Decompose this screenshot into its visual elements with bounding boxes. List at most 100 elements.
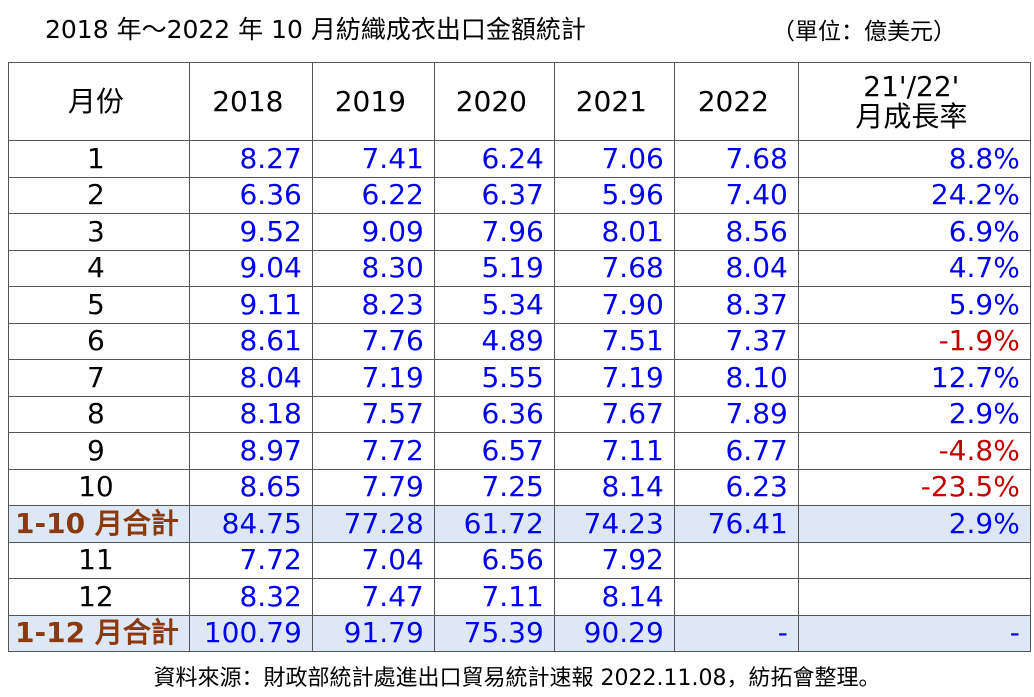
table-body: 1 8.27 7.41 6.24 7.06 7.68 8.8% 2 6.36 6.22 6.37 5.… [8, 140, 1031, 652]
row-label: 2 [8, 176, 190, 214]
value-cell: 7.25 [433, 468, 555, 506]
month-row: 5 9.11 8.23 5.34 7.90 8.37 5.9% [8, 286, 1031, 324]
value-cell: -23.5% [797, 468, 1031, 506]
empty-cell [797, 578, 1031, 616]
value-cell: 6.23 [673, 468, 799, 506]
row-label: 9 [8, 432, 190, 470]
month-row: 7 8.04 7.19 5.55 7.19 8.10 12.7% [8, 359, 1031, 397]
value-cell: 8.8% [797, 140, 1031, 178]
value-cell: 7.51 [553, 322, 675, 360]
total-row: 1-10 月合計 84.75 77.28 61.72 74.23 76.41 2.9% [8, 505, 1031, 543]
value-cell: 9.11 [188, 286, 313, 324]
value-cell: 7.37 [673, 322, 799, 360]
value-cell: 84.75 [188, 505, 313, 543]
value-cell: 4.7% [797, 249, 1031, 287]
value-cell: 7.67 [553, 395, 675, 433]
month-row: 2 6.36 6.22 6.37 5.96 7.40 24.2% [8, 176, 1031, 214]
header-cell: 2018 [188, 62, 313, 141]
value-cell: 24.2% [797, 176, 1031, 214]
value-cell: 12.7% [797, 359, 1031, 397]
value-cell: 7.19 [553, 359, 675, 397]
value-cell: 6.24 [433, 140, 555, 178]
value-cell: 8.37 [673, 286, 799, 324]
value-cell: 8.18 [188, 395, 313, 433]
value-cell: 7.76 [311, 322, 435, 360]
month-row: 9 8.97 7.72 6.57 7.11 6.77 -4.8% [8, 432, 1031, 470]
value-cell: 8.27 [188, 140, 313, 178]
month-row: 11 7.72 7.04 6.56 7.92 [8, 541, 1031, 579]
unit-note: （單位：億美元） [772, 19, 956, 45]
value-cell: 8.97 [188, 432, 313, 470]
value-cell: 7.89 [673, 395, 799, 433]
value-cell: 7.68 [673, 140, 799, 178]
value-cell: 8.10 [673, 359, 799, 397]
value-cell: 7.04 [311, 541, 435, 579]
header-cell: 21'/22' 月成長率 [797, 62, 1031, 141]
value-cell: 7.40 [673, 176, 799, 214]
value-cell: 90.29 [553, 614, 675, 652]
value-cell: 8.56 [673, 213, 799, 251]
value-cell: 7.06 [553, 140, 675, 178]
value-cell: 7.90 [553, 286, 675, 324]
value-cell: 7.47 [311, 578, 435, 616]
row-label: 4 [8, 249, 190, 287]
value-cell: 6.57 [433, 432, 555, 470]
title: 2018 年～2022 年 10 月紡織成衣出口金額統計 [45, 15, 586, 44]
value-cell: 7.11 [433, 578, 555, 616]
value-cell: 8.32 [188, 578, 313, 616]
row-label: 10 [8, 468, 190, 506]
value-cell: 7.72 [188, 541, 313, 579]
value-cell: 6.77 [673, 432, 799, 470]
value-cell: 91.79 [311, 614, 435, 652]
value-cell: -4.8% [797, 432, 1031, 470]
value-cell: 8.04 [188, 359, 313, 397]
month-row: 3 9.52 9.09 7.96 8.01 8.56 6.9% [8, 213, 1031, 251]
value-cell: 4.89 [433, 322, 555, 360]
row-label: 1 [8, 140, 190, 178]
month-row: 12 8.32 7.47 7.11 8.14 [8, 578, 1031, 616]
value-cell: 8.14 [553, 468, 675, 506]
value-cell: 7.96 [433, 213, 555, 251]
value-cell: 76.41 [673, 505, 799, 543]
header-line: 21'/22' [863, 69, 960, 103]
header-cell: 2020 [433, 62, 555, 141]
value-cell: 8.30 [311, 249, 435, 287]
row-label: 3 [8, 213, 190, 251]
value-cell: 61.72 [433, 505, 555, 543]
empty-cell [797, 541, 1031, 579]
value-cell: 8.01 [553, 213, 675, 251]
value-cell: 7.41 [311, 140, 435, 178]
value-cell: -1.9% [797, 322, 1031, 360]
empty-cell [673, 541, 799, 579]
row-label: 12 [8, 578, 190, 616]
value-cell: 100.79 [188, 614, 313, 652]
value-cell: 6.9% [797, 213, 1031, 251]
value-cell: 9.52 [188, 213, 313, 251]
row-label: 1-12 月合計 [8, 614, 190, 652]
month-row: 8 8.18 7.57 6.36 7.67 7.89 2.9% [8, 395, 1031, 433]
header-row: 月份 2018 2019 2020 2021 2022 21'/22' 月成長率 [8, 62, 1031, 141]
value-cell: 8.61 [188, 322, 313, 360]
value-cell: 6.37 [433, 176, 555, 214]
value-cell: 7.79 [311, 468, 435, 506]
row-label: 8 [8, 395, 190, 433]
row-label: 5 [8, 286, 190, 324]
value-cell: 8.14 [553, 578, 675, 616]
value-cell: 5.96 [553, 176, 675, 214]
value-cell: 7.19 [311, 359, 435, 397]
row-label: 11 [8, 541, 190, 579]
value-cell: 74.23 [553, 505, 675, 543]
value-cell: 5.55 [433, 359, 555, 397]
value-cell: 7.57 [311, 395, 435, 433]
value-cell: 5.9% [797, 286, 1031, 324]
row-label: 6 [8, 322, 190, 360]
month-row: 1 8.27 7.41 6.24 7.06 7.68 8.8% [8, 140, 1031, 178]
value-cell: 77.28 [311, 505, 435, 543]
value-cell: 8.23 [311, 286, 435, 324]
value-cell: 6.56 [433, 541, 555, 579]
value-cell: 8.04 [673, 249, 799, 287]
header-cell: 2019 [311, 62, 435, 141]
source-note: 資料來源：財政部統計處進出口貿易統計速報 2022.11.08，紡拓會整理。 [153, 666, 881, 691]
header-cell: 2021 [553, 62, 675, 141]
